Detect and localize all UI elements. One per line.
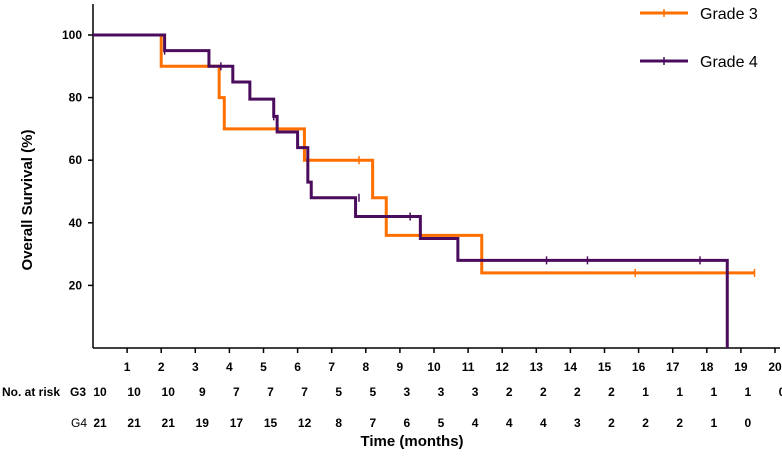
y-tick-label: 80 [69,91,83,105]
risk-value: 4 [506,416,513,430]
risk-value: 21 [93,416,107,430]
risk-row-label: G4 [71,416,87,430]
risk-value: 3 [438,385,445,399]
risk-value: 19 [196,416,210,430]
risk-value: 4 [472,416,479,430]
risk-value: 3 [404,385,411,399]
x-tick-label: 10 [427,360,441,374]
x-tick-label: 12 [496,360,510,374]
risk-value: 8 [335,416,342,430]
risk-value: 5 [369,385,376,399]
risk-value: 5 [438,416,445,430]
risk-value: 2 [642,416,649,430]
x-tick-label: 2 [158,360,165,374]
risk-value: 3 [574,416,581,430]
x-ticks: 1 2 3 4 5 6 7 8 9 10 11 12 13 14 15 16 17 18 19 20 [124,348,782,374]
risk-value: 17 [230,416,244,430]
x-tick-label: 18 [700,360,714,374]
x-tick-label: 8 [362,360,369,374]
risk-value: 1 [745,385,752,399]
x-tick-label: 6 [294,360,301,374]
risk-value: 1 [710,416,717,430]
risk-value: 7 [369,416,376,430]
risk-value: 10 [127,385,141,399]
x-tick-label: 20 [768,360,782,374]
risk-value: 7 [267,385,274,399]
x-tick-label: 3 [192,360,199,374]
legend-label: Grade 4 [700,54,758,71]
y-axis-title: Overall Survival (%) [19,130,36,271]
y-tick-label: 20 [69,278,83,292]
x-tick-label: 17 [666,360,680,374]
x-tick-label: 7 [328,360,335,374]
risk-value: 7 [233,385,240,399]
series-layer [93,33,756,348]
risk-value: 7 [301,385,308,399]
risk-value: 10 [162,385,176,399]
risk-value: 2 [608,416,615,430]
risk-value: 10 [93,385,107,399]
risk-value: 0 [779,385,782,399]
survival-curve-grade-4 [93,33,729,348]
x-tick-label: 13 [530,360,544,374]
risk-value: 2 [540,385,547,399]
risk-value: 1 [642,385,649,399]
risk-value: 2 [608,385,615,399]
risk-value: 21 [127,416,141,430]
survival-curve-grade-3 [93,33,755,275]
risk-value: 6 [404,416,411,430]
axes [92,4,780,349]
risk-value: 3 [472,385,479,399]
x-tick-label: 19 [734,360,748,374]
risk-value: 0 [745,416,752,430]
risk-value: 5 [335,385,342,399]
legend: Grade 3 Grade 4 [640,6,758,71]
legend-label: Grade 3 [700,6,758,23]
risk-value: 12 [298,416,312,430]
risk-value: 4 [540,416,547,430]
risk-value: 15 [264,416,278,430]
x-axis-title: Time (months) [360,433,463,450]
x-tick-label: 5 [260,360,267,374]
x-tick-label: 15 [598,360,612,374]
y-tick-label: 40 [69,216,83,230]
y-tick-label: 60 [69,153,83,167]
x-tick-label: 14 [564,360,578,374]
risk-table: No. at riskG3101010977755333222211110G42… [2,385,782,430]
risk-value: 9 [199,385,206,399]
x-tick-label: 9 [397,360,404,374]
x-tick-label: 1 [124,360,131,374]
risk-value: 2 [506,385,513,399]
x-tick-label: 16 [632,360,646,374]
risk-value: 1 [710,385,717,399]
risk-value: 21 [162,416,176,430]
risk-row-label: G3 [70,385,86,399]
risk-value: 2 [574,385,581,399]
risk-table-title: No. at risk [2,385,60,399]
x-tick-label: 4 [226,360,233,374]
y-ticks: 20 40 60 80 100 [62,28,93,292]
risk-value: 2 [676,416,683,430]
risk-value: 1 [676,385,683,399]
x-tick-label: 11 [462,360,475,374]
y-tick-label: 100 [62,28,82,42]
